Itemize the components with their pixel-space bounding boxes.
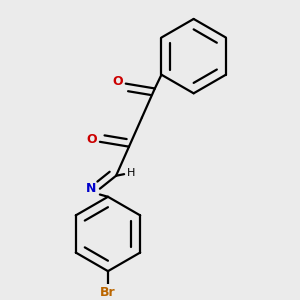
Text: O: O: [112, 74, 123, 88]
Text: N: N: [85, 182, 96, 195]
Text: H: H: [126, 168, 135, 178]
Text: Br: Br: [100, 286, 116, 299]
Text: O: O: [86, 133, 97, 146]
